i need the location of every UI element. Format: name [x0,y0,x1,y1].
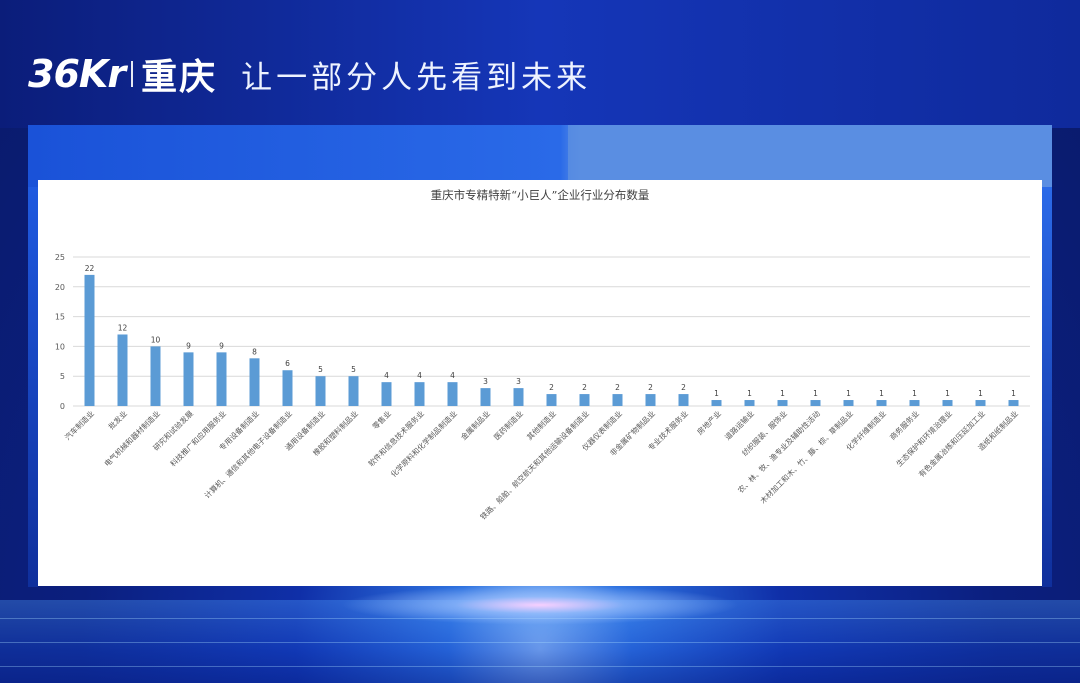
bar [315,376,326,406]
bar [810,400,821,406]
chart-card: 重庆市专精特新“小巨人”企业行业分布数量 0 5 10 15 20 25 22 汽车制造业 12… [38,180,1042,586]
panel-left-edge [28,187,38,587]
x-tick-label: 科技推广和应用服务业 [168,408,228,468]
bar [381,382,392,406]
data-label: 4 [417,371,422,380]
x-tick-label: 房地产业 [695,408,724,437]
bar [249,358,260,406]
data-label: 1 [846,389,851,398]
data-label: 12 [118,323,128,332]
y-tick-label: 10 [55,342,65,351]
floor-line [0,666,1080,667]
x-tick-label: 金属制品业 [458,408,492,442]
data-label: 1 [978,389,983,398]
bar [282,370,293,406]
data-label: 8 [252,347,257,356]
y-tick-label: 15 [55,313,65,322]
data-label: 4 [384,371,389,380]
bar [183,352,194,406]
floor-line [0,642,1080,643]
bar [744,400,755,406]
x-tick-label: 有色金属冶炼和压延加工业 [916,408,987,479]
data-label: 1 [747,389,752,398]
data-label: 2 [582,383,587,392]
data-label: 1 [780,389,785,398]
bar [1008,400,1019,406]
panel-header-strip [28,125,1052,187]
bar [942,400,953,406]
data-label: 5 [351,365,356,374]
bar-chart: 051015202522汽车制造业12批发业10电气机械和器材制造业9研究和试验… [55,253,1030,521]
x-tick-label: 医药制造业 [491,408,525,442]
header-band [0,0,1080,128]
bar [447,382,458,406]
data-label: 6 [285,359,290,368]
logo: 36Kr [28,52,126,96]
data-label: 2 [615,383,620,392]
data-label: 2 [681,383,686,392]
data-label: 22 [85,264,95,273]
data-label: 2 [549,383,554,392]
data-label: 10 [151,335,161,344]
data-label: 1 [813,389,818,398]
y-tick-label: 25 [55,253,65,262]
bar [216,352,227,406]
bar [546,394,557,406]
data-label: 2 [648,383,653,392]
x-tick-label: 商务服务业 [887,408,921,442]
data-label: 1 [945,389,950,398]
bar [480,388,491,406]
data-label: 4 [450,371,455,380]
x-tick-label: 零售业 [370,408,393,431]
bar [909,400,920,406]
x-tick-label: 软件和信息技术服务业 [366,408,426,468]
x-tick-label: 电气机械和器材制造业 [102,408,162,468]
panel-right-edge [1042,187,1052,587]
x-tick-label: 道路运输业 [722,408,756,442]
bar [645,394,656,406]
data-label: 1 [1011,389,1016,398]
chart-title: 重庆市专精特新“小巨人”企业行业分布数量 [430,188,650,202]
brand: 36Kr 重庆 让一部分人先看到未来 [28,48,591,100]
x-tick-label: 生态保护和环境治理业 [894,408,954,468]
bar [579,394,590,406]
data-label: 1 [879,389,884,398]
data-label: 1 [714,389,719,398]
bar [975,400,986,406]
panel-highlight [568,125,1052,187]
x-tick-label: 其他制造业 [524,408,558,442]
bar [513,388,524,406]
y-tick-label: 0 [60,402,65,411]
data-label: 3 [483,377,488,386]
bar [876,400,887,406]
data-label: 1 [912,389,917,398]
bar [843,400,854,406]
data-label: 3 [516,377,521,386]
y-tick-label: 20 [55,283,65,292]
bar [150,346,161,406]
logo-divider [131,61,134,87]
bar [84,274,95,406]
data-label: 9 [219,341,224,350]
bar [612,394,623,406]
bar [777,400,788,406]
stage-glow [340,585,740,625]
bar [711,400,722,406]
x-tick-label: 汽车制造业 [62,408,96,442]
bar [348,376,359,406]
bar [117,334,128,406]
bar [678,394,689,406]
x-tick-label: 化学原料和化学制品制造业 [388,408,459,479]
y-tick-label: 5 [60,372,65,381]
data-label: 9 [186,341,191,350]
city-name: 重庆 [141,57,218,98]
x-tick-label: 批发业 [106,408,129,431]
data-label: 5 [318,365,323,374]
bar [414,382,425,406]
slogan: 让一部分人先看到未来 [241,59,592,96]
